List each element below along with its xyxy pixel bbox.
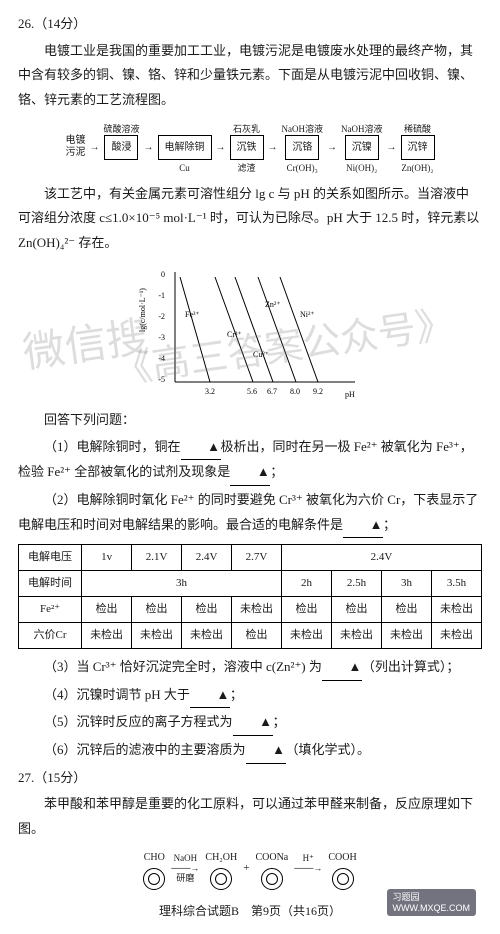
svg-text:-5: -5 <box>158 375 165 384</box>
flow-input: 电镀 污泥 <box>65 135 85 159</box>
flow-bot-4: Ni(OH)₂ <box>346 160 377 174</box>
p4-b: ； <box>230 687 243 702</box>
flow-bot-3: Cr(OH)₃ <box>287 160 318 174</box>
flow-top-4: NaOH溶液 <box>341 121 383 135</box>
flow-bot-2: 滤渣 <box>237 160 255 174</box>
p3-b: （列出计算式）； <box>362 659 460 674</box>
q27-intro: 苯甲酸和苯甲醇是重要的化工原料，可以通过苯甲醛来制备，反应原理如下图。 <box>18 792 482 841</box>
th-fe: Fe²⁺ <box>19 597 82 623</box>
svg-text:-2: -2 <box>158 312 165 321</box>
flow-box-2: 沉铁 <box>230 135 264 160</box>
blank-tri: ▲ <box>272 742 285 757</box>
p5-a: （5）沉锌时反应的离子方程式为 <box>44 714 233 729</box>
svg-text:Cr³⁺: Cr³⁺ <box>227 330 242 339</box>
svg-text:-1: -1 <box>158 291 165 300</box>
q26-p6: （6）沉锌后的滤液中的主要溶质为 ▲（填化学式）。 <box>18 738 482 764</box>
q26-afterflow: 该工艺中，有关金属元素可溶性组分 lg c 与 pH 的关系如图所示。当溶液中可… <box>18 182 482 256</box>
table-row: 电解时间 3h 2h 2.5h 3h 3.5h <box>19 571 482 597</box>
svg-text:-4: -4 <box>158 354 165 363</box>
table-row: 电解电压 1v 2.1V 2.4V 2.7V 2.4V <box>19 545 482 571</box>
benzyl-alcohol-icon: CH₂OH <box>205 848 237 890</box>
q26-p4: （4）沉镍时调节 pH 大于 ▲； <box>18 683 482 709</box>
p3-a: （3）当 Cr³⁺ 恰好沉淀完全时，溶液中 c(Zn²⁺) 为 <box>44 659 322 674</box>
solubility-chart: lg(c/mol·L⁻¹) pH 0 -1 -2 -3 -4 -5 Fe³⁺ C… <box>18 262 482 402</box>
flow-top-2: 石灰乳 <box>233 121 260 135</box>
q27-number: 27.（15分） <box>18 766 482 791</box>
arrow-2: H⁺───→ <box>294 854 322 884</box>
flow-top-3: NaOH溶液 <box>282 121 324 135</box>
table-row: 六价Cr 未检出 未检出 未检出 检出 未检出 未检出 未检出 未检出 <box>19 622 482 648</box>
svg-text:lg(c/mol·L⁻¹): lg(c/mol·L⁻¹) <box>138 288 147 332</box>
svg-text:5.6: 5.6 <box>247 387 257 396</box>
svg-text:Cu²⁺: Cu²⁺ <box>253 350 269 359</box>
svg-text:3.2: 3.2 <box>205 387 215 396</box>
flow-bot-1: Cu <box>179 160 190 174</box>
svg-text:pH: pH <box>345 390 355 399</box>
q26-p1: （1）电解除铜时，铜在▲极析出，同时在另一极 Fe²⁺ 被氧化为 Fe³⁺，检验… <box>18 435 482 486</box>
flow-box-3: 沉铬 <box>285 135 319 160</box>
svg-text:8.0: 8.0 <box>290 387 300 396</box>
flow-box-0: 酸浸 <box>104 135 138 160</box>
svg-text:-3: -3 <box>158 333 165 342</box>
q26-p2: （2）电解除铜时氧化 Fe²⁺ 的同时要避免 Cr³⁺ 被氧化为六价 Cr，下表… <box>18 488 482 538</box>
plus-sign: + <box>243 858 249 879</box>
sodium-benzoate-icon: COONa <box>255 848 288 890</box>
blank-tri: ▲ <box>259 714 272 729</box>
benzoic-acid-icon: COOH <box>328 848 356 890</box>
p6-a: （6）沉锌后的滤液中的主要溶质为 <box>44 742 246 757</box>
p2-b: ； <box>383 517 396 532</box>
p1-c: ； <box>270 464 283 479</box>
reaction-scheme: CHO NaOH───→研磨 CH₂OH + COONa H⁺───→ COOH <box>18 848 482 890</box>
blank-tri: ▲ <box>348 659 361 674</box>
arrow-1: NaOH───→研磨 <box>171 854 199 884</box>
th-time: 电解时间 <box>19 571 82 597</box>
p6-b: （填化学式）。 <box>286 742 371 757</box>
flow-box-4: 沉镍 <box>345 135 379 160</box>
q26-number: 26.（14分） <box>18 12 482 37</box>
flow-diagram: 电镀 污泥 → 硫酸溶液 酸浸 → 电解除铜 Cu → 石灰乳 沉铁 滤渣 → … <box>18 121 482 174</box>
q26-prompt: 回答下列问题： <box>18 408 482 433</box>
q26-p5: （5）沉锌时反应的离子方程式为 ▲； <box>18 710 482 736</box>
q26-intro: 电镀工业是我国的重要加工工业，电镀污泥是电镀废水处理的最终产物，其中含有较多的铜… <box>18 39 482 113</box>
blank-tri: ▲ <box>216 687 229 702</box>
blank-tri: ▲ <box>370 517 383 532</box>
svg-text:Fe³⁺: Fe³⁺ <box>185 310 200 319</box>
blank-tri: ▲ <box>207 439 220 454</box>
svg-text:6.7: 6.7 <box>267 387 277 396</box>
th-voltage: 电解电压 <box>19 545 82 571</box>
svg-text:Ni²⁺: Ni²⁺ <box>300 310 315 319</box>
flow-bot-5: Zn(OH)₂ <box>401 160 433 174</box>
svg-text:0: 0 <box>161 270 165 279</box>
electrolysis-table: 电解电压 1v 2.1V 2.4V 2.7V 2.4V 电解时间 3h 2h 2… <box>18 544 482 649</box>
svg-text:9.2: 9.2 <box>313 387 323 396</box>
badge-line1: 习题园 <box>393 892 471 903</box>
flow-top-0: 硫酸溶液 <box>103 121 139 135</box>
p1-a: （1）电解除铜时，铜在 <box>44 439 181 454</box>
th-cr: 六价Cr <box>19 622 82 648</box>
p5-b: ； <box>273 714 286 729</box>
q26-p3: （3）当 Cr³⁺ 恰好沉淀完全时，溶液中 c(Zn²⁺) 为 ▲（列出计算式）； <box>18 655 482 681</box>
source-badge: 习题园 WWW.MXQE.COM <box>387 889 477 917</box>
blank-tri: ▲ <box>257 464 270 479</box>
svg-text:Zn²⁺: Zn²⁺ <box>265 300 281 309</box>
p2-a: （2）电解除铜时氧化 Fe²⁺ 的同时要避免 Cr³⁺ 被氧化为六价 Cr，下表… <box>18 492 478 532</box>
benzaldehyde-icon: CHO <box>143 848 165 890</box>
flow-box-1: 电解除铜 <box>158 135 212 160</box>
flow-top-5: 稀硫酸 <box>404 121 431 135</box>
p4-a: （4）沉镍时调节 pH 大于 <box>44 687 190 702</box>
table-row: Fe²⁺ 检出 检出 检出 未检出 检出 检出 检出 未检出 <box>19 597 482 623</box>
flow-box-5: 沉锌 <box>401 135 435 160</box>
badge-line2: WWW.MXQE.COM <box>393 903 471 914</box>
